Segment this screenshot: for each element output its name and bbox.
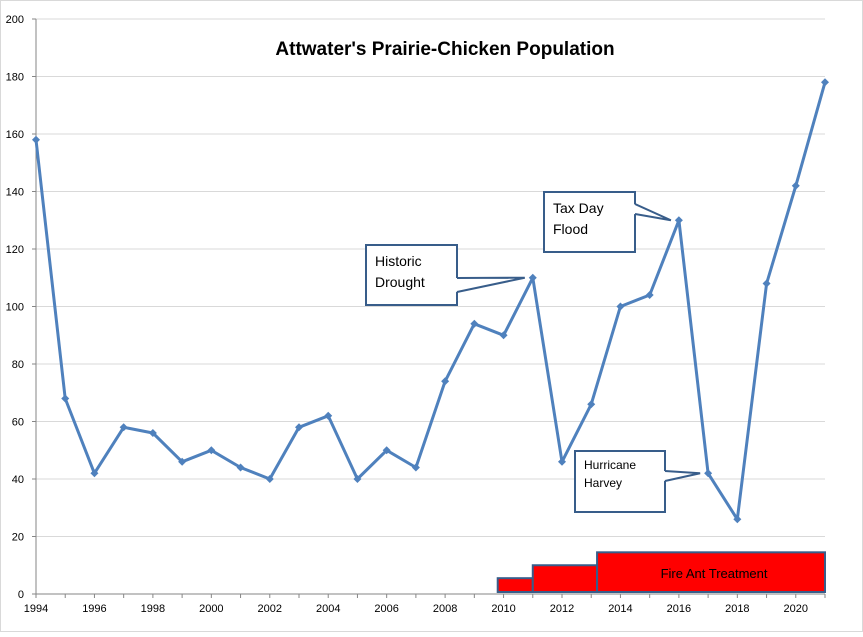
- treatment-bands: Fire Ant Treatment: [496, 551, 826, 593]
- callout-box: [365, 244, 458, 306]
- data-point: [207, 446, 216, 455]
- x-tick-label: 2020: [784, 603, 808, 615]
- callout-text: Hurricane: [584, 458, 636, 472]
- callout-text: Harvey: [584, 476, 622, 490]
- data-point: [382, 446, 391, 455]
- data-point: [324, 411, 333, 420]
- data-point: [528, 273, 537, 282]
- x-tick-label: 2018: [725, 603, 749, 615]
- data-point: [470, 319, 479, 328]
- data-point: [558, 457, 566, 466]
- x-tick-label: 2014: [608, 603, 632, 615]
- y-tick-label: 120: [6, 244, 24, 256]
- series-line: [34, 81, 827, 521]
- callout-text: Drought: [375, 274, 425, 290]
- data-point: [616, 302, 625, 311]
- x-tick-label: 2006: [374, 603, 398, 615]
- y-tick-label: 140: [6, 187, 24, 199]
- data-point: [733, 515, 742, 524]
- x-tick-label: 1996: [82, 603, 106, 615]
- callout-text: Tax Day: [553, 200, 604, 216]
- data-point: [178, 457, 187, 466]
- x-tick-label: 2000: [199, 603, 223, 615]
- data-point: [762, 279, 771, 288]
- x-tick-label: 2008: [433, 603, 457, 615]
- y-tick-label: 80: [12, 359, 24, 371]
- data-point: [441, 377, 450, 386]
- data-point: [411, 463, 420, 472]
- x-tick-label: 2012: [550, 603, 574, 615]
- chart-title: Attwater's Prairie-Chicken Population: [275, 39, 614, 60]
- data-point: [499, 331, 508, 340]
- callout-pointer: [634, 203, 672, 222]
- data-point: [236, 463, 245, 472]
- x-tick-label: 1994: [24, 603, 48, 615]
- callout: Historic Drought: [365, 244, 525, 306]
- gridlines: [36, 18, 825, 537]
- callout: Tax Day Flood: [543, 191, 672, 253]
- callout: Hurricane Harvey: [574, 450, 701, 513]
- treatment-band: [531, 564, 599, 593]
- callout-text: Historic: [375, 253, 422, 269]
- callout-box: [574, 450, 666, 513]
- y-tick-label: 60: [12, 417, 24, 429]
- x-tick-label: 2002: [258, 603, 282, 615]
- data-point: [674, 216, 683, 225]
- population-series: [32, 78, 829, 524]
- data-point: [295, 423, 303, 432]
- y-tick-label: 200: [6, 14, 24, 26]
- data-point: [587, 400, 596, 409]
- data-point: [821, 78, 829, 87]
- callout-pointer: [456, 276, 525, 293]
- callout-pointer: [664, 470, 701, 482]
- data-point: [148, 429, 157, 437]
- y-tick-label: 40: [12, 474, 24, 486]
- x-tick-label: 1998: [141, 603, 165, 615]
- treatment-band-label: Fire Ant Treatment: [661, 566, 768, 581]
- data-point: [353, 475, 362, 483]
- annotations: Historic Drought Tax Day Flood Hurricane Harv…: [365, 191, 701, 513]
- y-tick-label: 180: [6, 72, 24, 84]
- x-tick-label: 2010: [491, 603, 515, 615]
- callout-text: Flood: [553, 221, 588, 237]
- y-tick-label: 100: [6, 302, 24, 314]
- y-tick-label: 20: [12, 532, 24, 544]
- y-tick-label: 0: [18, 589, 24, 601]
- data-point: [704, 469, 713, 478]
- data-point: [645, 291, 654, 299]
- y-tick-label: 160: [6, 129, 24, 141]
- x-tick-label: 2016: [667, 603, 691, 615]
- callout-box: [543, 191, 636, 253]
- data-point: [61, 394, 70, 403]
- treatment-band: [596, 551, 826, 593]
- treatment-band: [496, 577, 534, 593]
- axes: 0 20 40 60 80 100 120 140 160 180 200 1994 1996 1998 2…: [6, 14, 826, 615]
- x-tick-label: 2004: [316, 603, 340, 615]
- data-point: [90, 469, 99, 478]
- data-point: [791, 181, 800, 190]
- data-point: [119, 423, 128, 432]
- data-point: [32, 135, 40, 144]
- data-point: [265, 475, 274, 483]
